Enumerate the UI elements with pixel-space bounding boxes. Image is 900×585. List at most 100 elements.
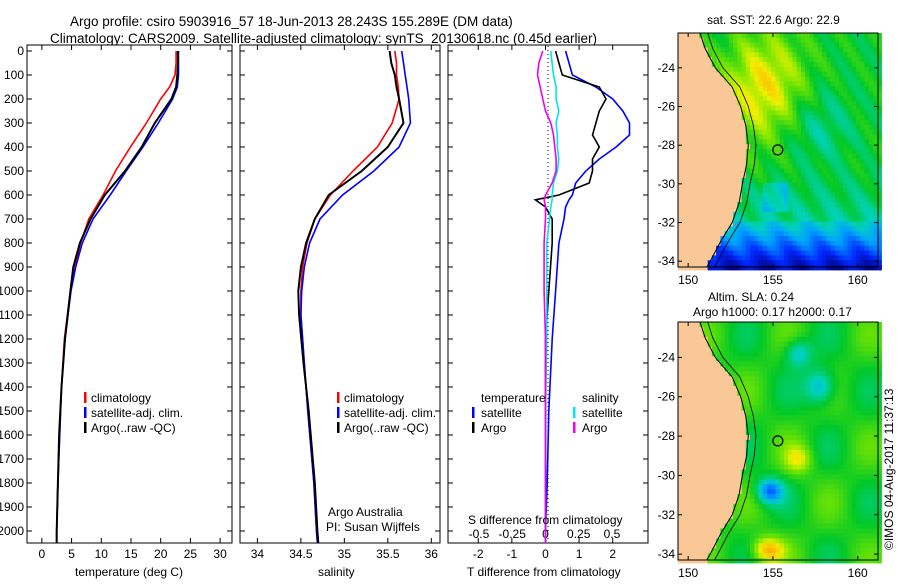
map-cell bbox=[687, 548, 692, 553]
map-cell bbox=[792, 435, 797, 440]
map-cell bbox=[708, 411, 713, 416]
map-cell bbox=[801, 391, 806, 396]
map-cell bbox=[703, 356, 708, 361]
map-cell bbox=[725, 91, 730, 96]
map-cell bbox=[860, 327, 865, 332]
map-cell bbox=[767, 352, 772, 357]
map-cell bbox=[869, 125, 874, 130]
map-cell bbox=[716, 115, 721, 120]
map-cell bbox=[720, 197, 725, 202]
map-cell bbox=[725, 154, 730, 159]
map-cell bbox=[729, 255, 734, 260]
map-cell bbox=[831, 33, 836, 38]
map-cell bbox=[814, 411, 819, 416]
map-cell bbox=[733, 553, 738, 558]
map-cell bbox=[754, 538, 759, 543]
y-tick-label: 1100 bbox=[0, 308, 24, 322]
map-cell bbox=[864, 548, 869, 553]
map-cell bbox=[737, 558, 742, 563]
map-cell bbox=[682, 465, 687, 470]
map-cell bbox=[691, 396, 696, 401]
map-cell bbox=[750, 327, 755, 332]
map-cell bbox=[792, 332, 797, 337]
map-cell bbox=[784, 197, 789, 202]
map-cell bbox=[733, 332, 738, 337]
map-cell bbox=[784, 489, 789, 494]
map-cell bbox=[780, 67, 785, 72]
map-cell bbox=[750, 96, 755, 101]
map-cell bbox=[860, 144, 865, 149]
map-cell bbox=[852, 164, 857, 169]
map-cell bbox=[809, 57, 814, 62]
map-cell bbox=[809, 484, 814, 489]
map-cell bbox=[869, 106, 874, 111]
map-cell bbox=[725, 139, 730, 144]
map-cell bbox=[848, 332, 853, 337]
map-cell bbox=[708, 460, 713, 465]
map-cell bbox=[814, 499, 819, 504]
map-cell bbox=[678, 470, 683, 475]
map-cell bbox=[784, 77, 789, 82]
map-cell bbox=[788, 396, 793, 401]
map-cell bbox=[835, 48, 840, 53]
map-cell bbox=[788, 455, 793, 460]
map-cell bbox=[809, 202, 814, 207]
map-cell bbox=[792, 499, 797, 504]
map-cell bbox=[737, 504, 742, 509]
legend-swatch-argo bbox=[84, 422, 87, 433]
map-cell bbox=[809, 430, 814, 435]
map-cell bbox=[856, 543, 861, 548]
map-cell bbox=[763, 183, 768, 188]
map-cell bbox=[869, 149, 874, 154]
map-cell bbox=[754, 168, 759, 173]
map-cell bbox=[869, 430, 874, 435]
map-cell bbox=[750, 361, 755, 366]
map-cell bbox=[720, 188, 725, 193]
map-cell bbox=[687, 231, 692, 236]
map-cell bbox=[843, 504, 848, 509]
map-cell bbox=[687, 470, 692, 475]
map-cell bbox=[763, 415, 768, 420]
map-cell bbox=[843, 38, 848, 43]
map-cell bbox=[852, 135, 857, 140]
map-cell bbox=[869, 548, 874, 553]
map-cell bbox=[822, 62, 827, 67]
map-cell bbox=[835, 322, 840, 327]
map-cell bbox=[682, 470, 687, 475]
map-cell bbox=[831, 144, 836, 149]
map-cell bbox=[691, 352, 696, 357]
map-cell bbox=[809, 342, 814, 347]
map-cell bbox=[873, 255, 878, 260]
map-cell bbox=[695, 183, 700, 188]
map-cell bbox=[814, 425, 819, 430]
map-cell bbox=[809, 474, 814, 479]
map-cell bbox=[767, 251, 772, 256]
map-cell bbox=[826, 474, 831, 479]
map-cell bbox=[788, 337, 793, 342]
map-cell bbox=[860, 460, 865, 465]
map-cell bbox=[784, 460, 789, 465]
map-cell bbox=[691, 558, 696, 563]
map-cell bbox=[742, 558, 747, 563]
map-cell bbox=[771, 415, 776, 420]
map-cell bbox=[720, 222, 725, 227]
map-cell bbox=[699, 226, 704, 231]
map-cell bbox=[869, 62, 874, 67]
map-cell bbox=[725, 474, 730, 479]
map-cell bbox=[733, 246, 738, 251]
map-cell bbox=[678, 168, 683, 173]
map-cell bbox=[797, 455, 802, 460]
map-cell bbox=[716, 197, 721, 202]
map-cell bbox=[691, 226, 696, 231]
map-cell bbox=[729, 48, 734, 53]
map-cell bbox=[759, 130, 764, 135]
map-cell bbox=[708, 445, 713, 450]
map-cell bbox=[843, 110, 848, 115]
map-cell bbox=[699, 494, 704, 499]
map-cell bbox=[797, 120, 802, 125]
map-cell bbox=[742, 159, 747, 164]
map-cell bbox=[839, 154, 844, 159]
map-cell bbox=[809, 130, 814, 135]
map-cell bbox=[708, 236, 713, 241]
map-cell bbox=[737, 465, 742, 470]
